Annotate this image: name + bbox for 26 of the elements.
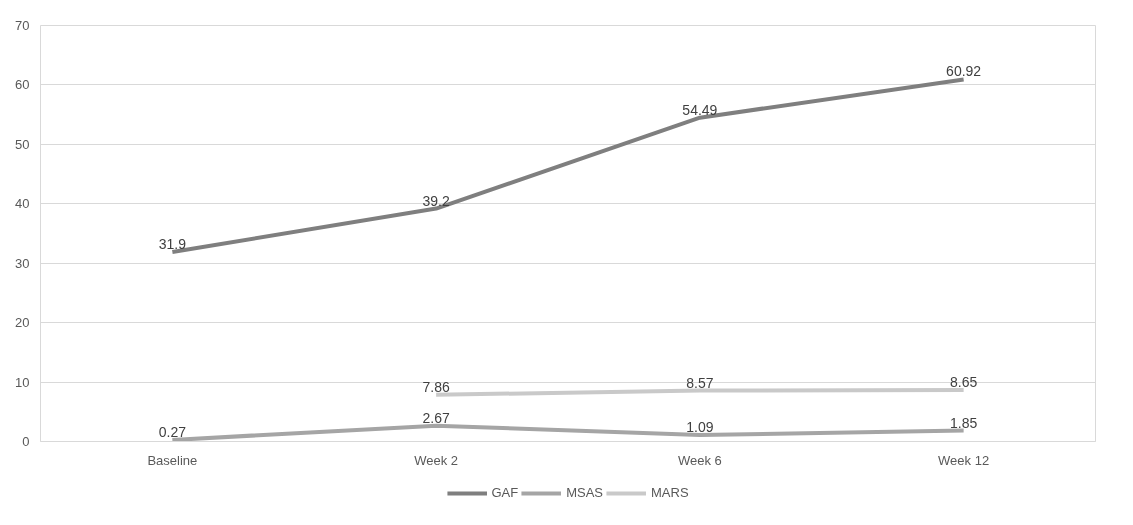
data-label: 1.09	[686, 419, 714, 436]
legend-label: MSAS	[566, 485, 604, 500]
x-tick-label: Week 2	[414, 452, 459, 468]
y-tick-label: 10	[15, 374, 30, 390]
data-label: 8.57	[686, 374, 714, 391]
y-tick-label: 20	[15, 315, 30, 331]
x-tick-label: Week 12	[938, 452, 990, 468]
legend-label: GAF	[491, 485, 519, 500]
data-label: 39.2	[422, 192, 450, 209]
data-label: 8.65	[950, 374, 978, 391]
y-tick-label: 30	[15, 255, 30, 271]
y-tick-label: 50	[15, 136, 30, 152]
legend-label: MARS	[651, 485, 689, 500]
y-tick-label: 60	[15, 77, 30, 93]
y-tick-label: 0	[22, 434, 30, 449]
data-label: 1.85	[950, 414, 978, 431]
y-tick-label: 40	[15, 196, 30, 212]
x-tick-label: Baseline	[147, 452, 198, 468]
data-label: 7.86	[422, 378, 450, 395]
y-tick-label: 70	[15, 18, 30, 33]
data-label: 0.27	[158, 423, 187, 440]
data-label: 54.49	[682, 101, 718, 118]
data-label: 60.92	[946, 63, 982, 80]
data-label: 31.9	[158, 235, 187, 252]
x-tick-label: Week 6	[677, 452, 722, 468]
data-label: 2.67	[422, 409, 450, 426]
